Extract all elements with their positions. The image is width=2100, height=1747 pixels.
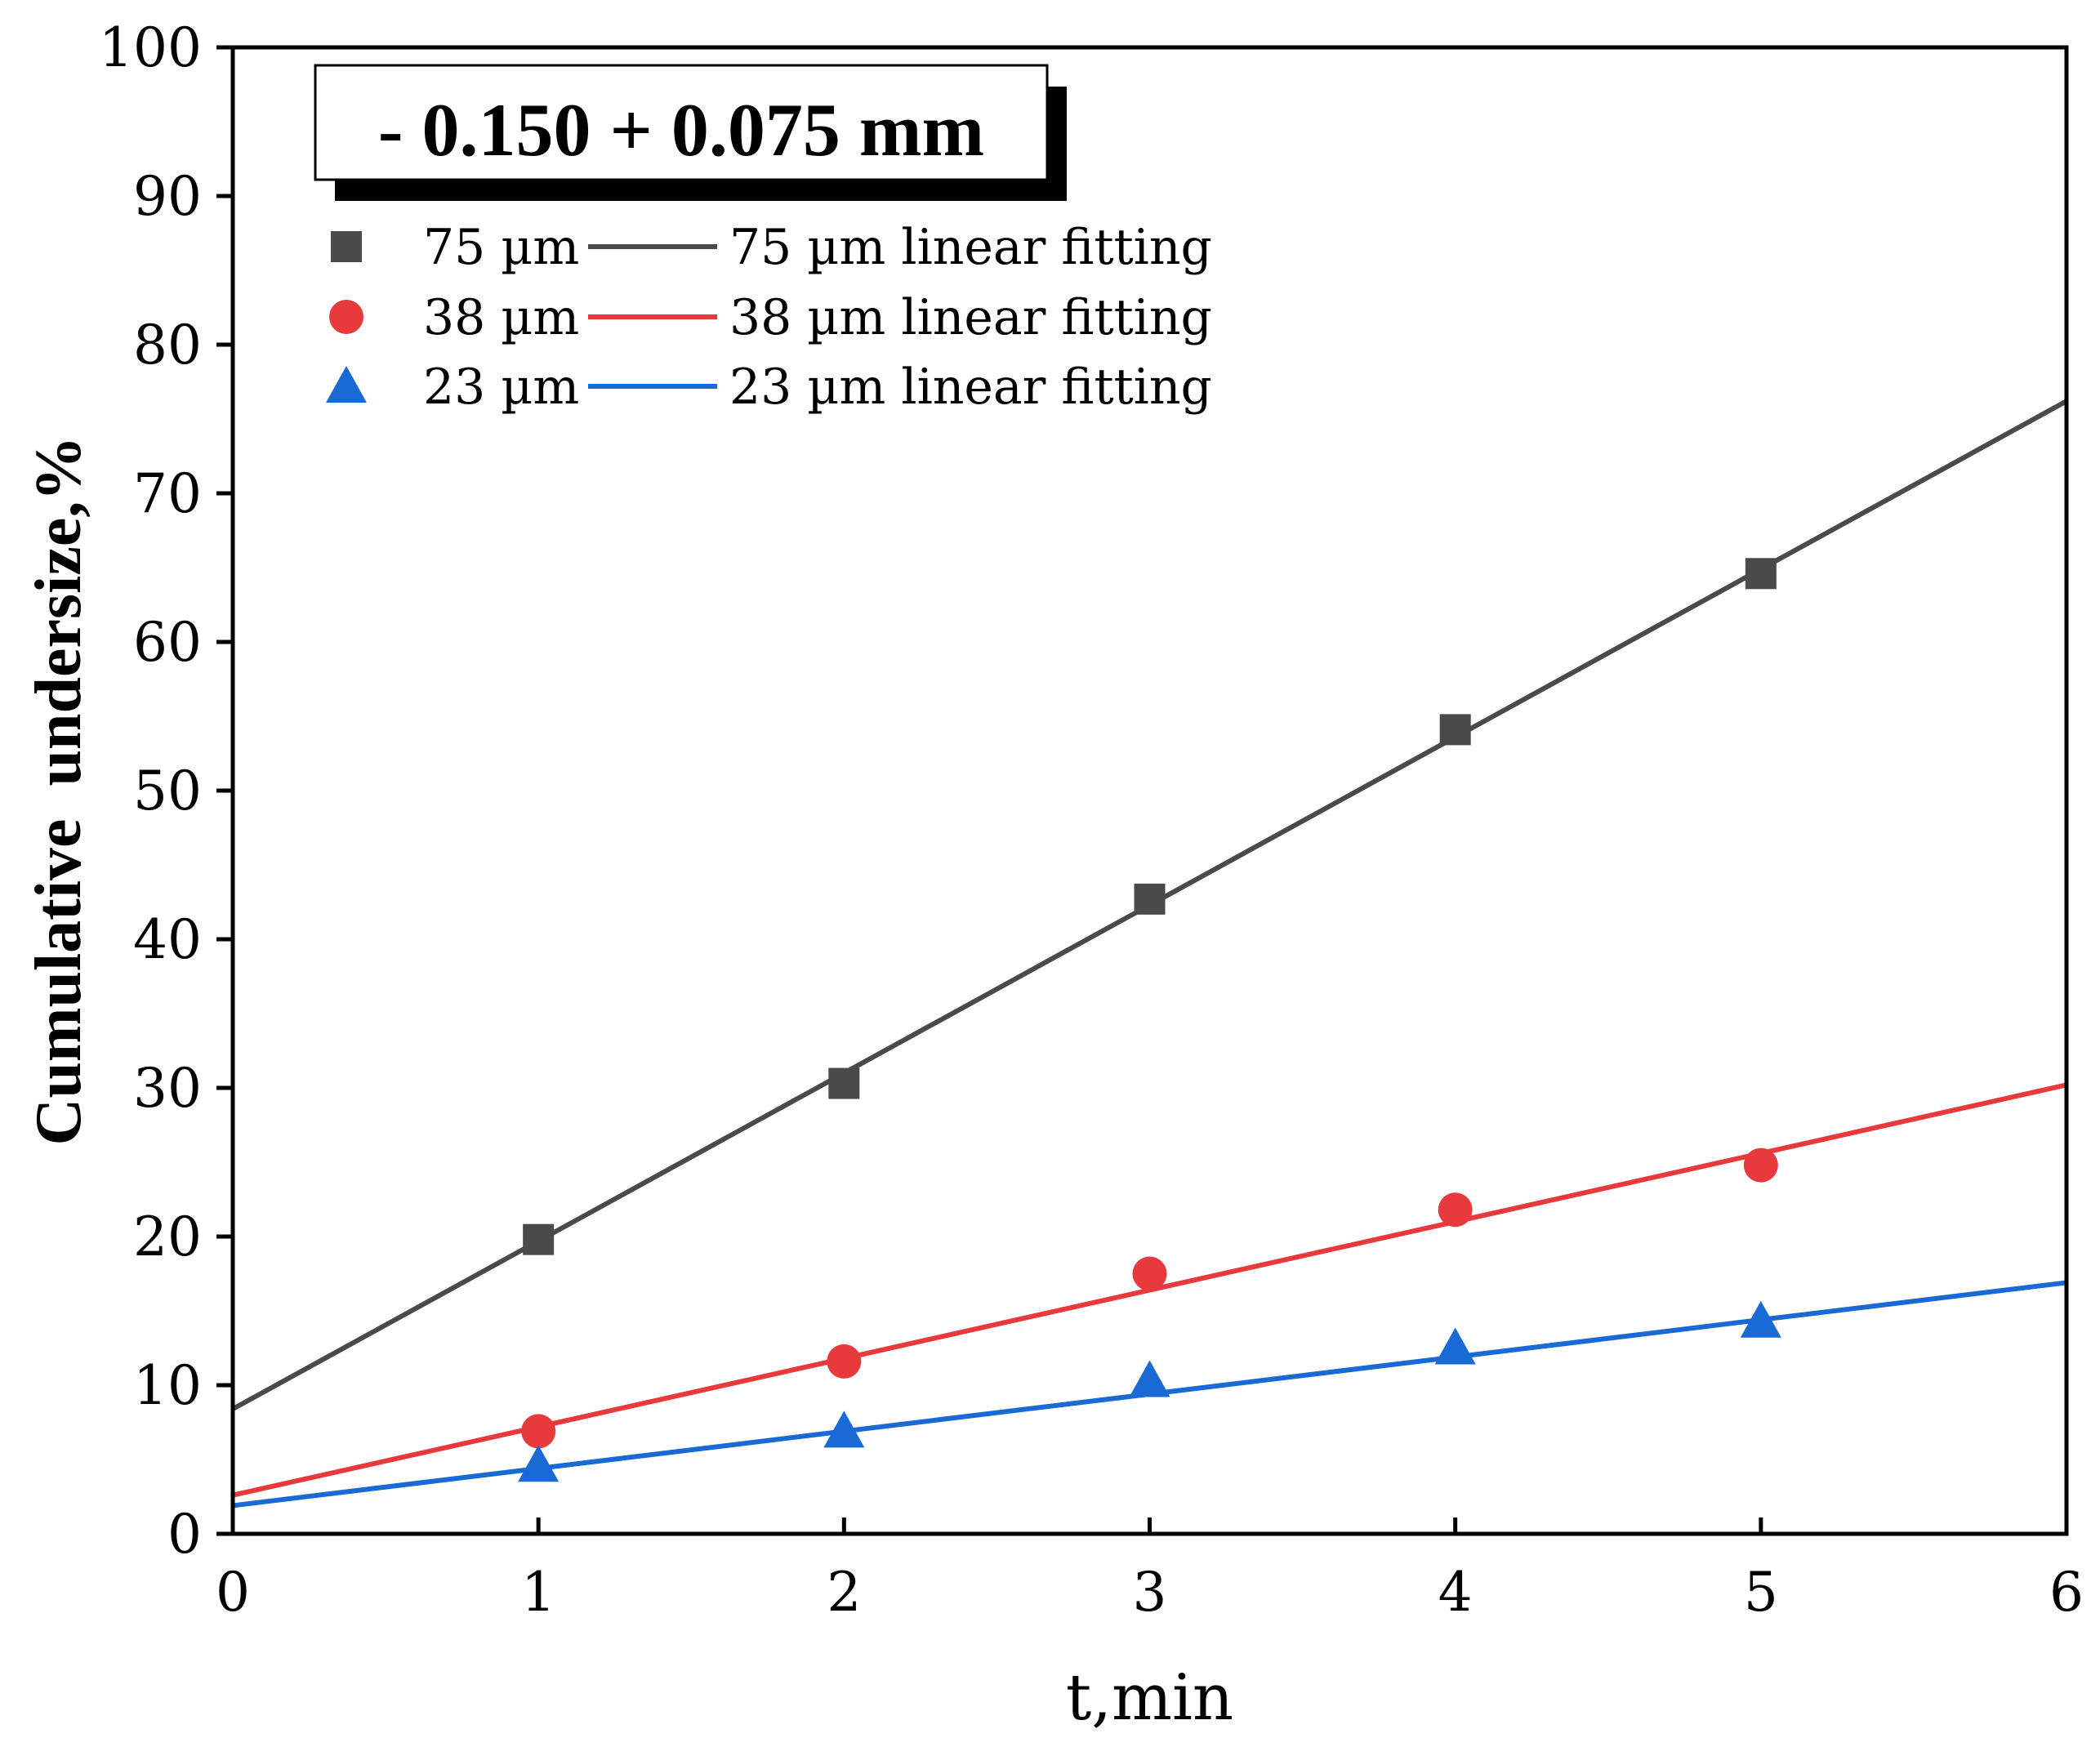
legend-label: 75 µm (423, 219, 579, 276)
y-tick-label: 10 (133, 1354, 202, 1417)
x-tick-label: 5 (1744, 1561, 1778, 1624)
y-axis-title: Cumulative undersize,% (23, 436, 95, 1146)
legend: 75 µm 75 µm linear fitting 38 µm 38 µm line… (326, 219, 1212, 416)
legend-marker-2 (326, 366, 367, 403)
data-point-38um (1743, 1148, 1778, 1183)
y-tick-label: 50 (133, 760, 202, 822)
chart-title-box: - 0.150 + 0.075 mm (314, 64, 1067, 201)
y-tick-label: 40 (133, 908, 202, 971)
data-point-75um (828, 1067, 860, 1099)
x-tick-label: 6 (2049, 1561, 2084, 1624)
data-point-23um (1434, 1327, 1476, 1365)
y-tick-label: 80 (133, 314, 202, 377)
y-tick-label: 30 (133, 1057, 202, 1120)
y-tick-label: 100 (99, 16, 202, 79)
x-tick-label: 0 (216, 1561, 250, 1624)
legend-label: 23 µm (423, 359, 579, 416)
data-point-75um (1745, 558, 1777, 590)
y-tick-label: 60 (133, 611, 202, 674)
chart-title: - 0.150 + 0.075 mm (378, 88, 984, 172)
x-tick-label: 1 (521, 1561, 555, 1624)
legend-marker-1 (329, 300, 363, 334)
x-axis-title: t,min (1066, 1661, 1233, 1735)
legend-label: 38 µm (423, 289, 579, 346)
data-point-38um (521, 1414, 556, 1449)
data-point-75um (523, 1223, 555, 1255)
x-tick-label: 4 (1438, 1561, 1473, 1624)
y-tick-label: 0 (167, 1503, 202, 1566)
title-frame (314, 64, 1049, 181)
y-tick-label: 70 (133, 462, 202, 525)
fit-lines (231, 399, 2068, 1509)
data-point-23um (1129, 1360, 1170, 1397)
legend-fit-label: 38 µm linear fitting (729, 289, 1212, 346)
data-point-38um (1132, 1256, 1167, 1291)
data-point-23um (1740, 1300, 1781, 1338)
x-tick-label: 3 (1133, 1561, 1167, 1624)
data-point-75um (1134, 883, 1166, 915)
data-point-75um (1439, 714, 1471, 746)
x-tick-label: 2 (827, 1561, 861, 1624)
legend-marker-0 (331, 231, 362, 262)
data-point-23um (823, 1411, 865, 1448)
data-point-38um (1438, 1192, 1473, 1228)
legend-fit-label: 75 µm linear fitting (729, 219, 1212, 276)
data-point-38um (827, 1344, 862, 1379)
data-markers (518, 558, 1781, 1482)
y-tick-label: 90 (133, 165, 202, 228)
legend-fit-label: 23 µm linear fitting (729, 359, 1212, 416)
y-axis: 0 10 20 30 40 50 60 70 80 90 100 (99, 16, 233, 1566)
y-tick-label: 20 (133, 1206, 202, 1268)
data-point-23um (518, 1445, 560, 1482)
x-axis: 0 1 2 3 4 5 6 (216, 1517, 2084, 1624)
